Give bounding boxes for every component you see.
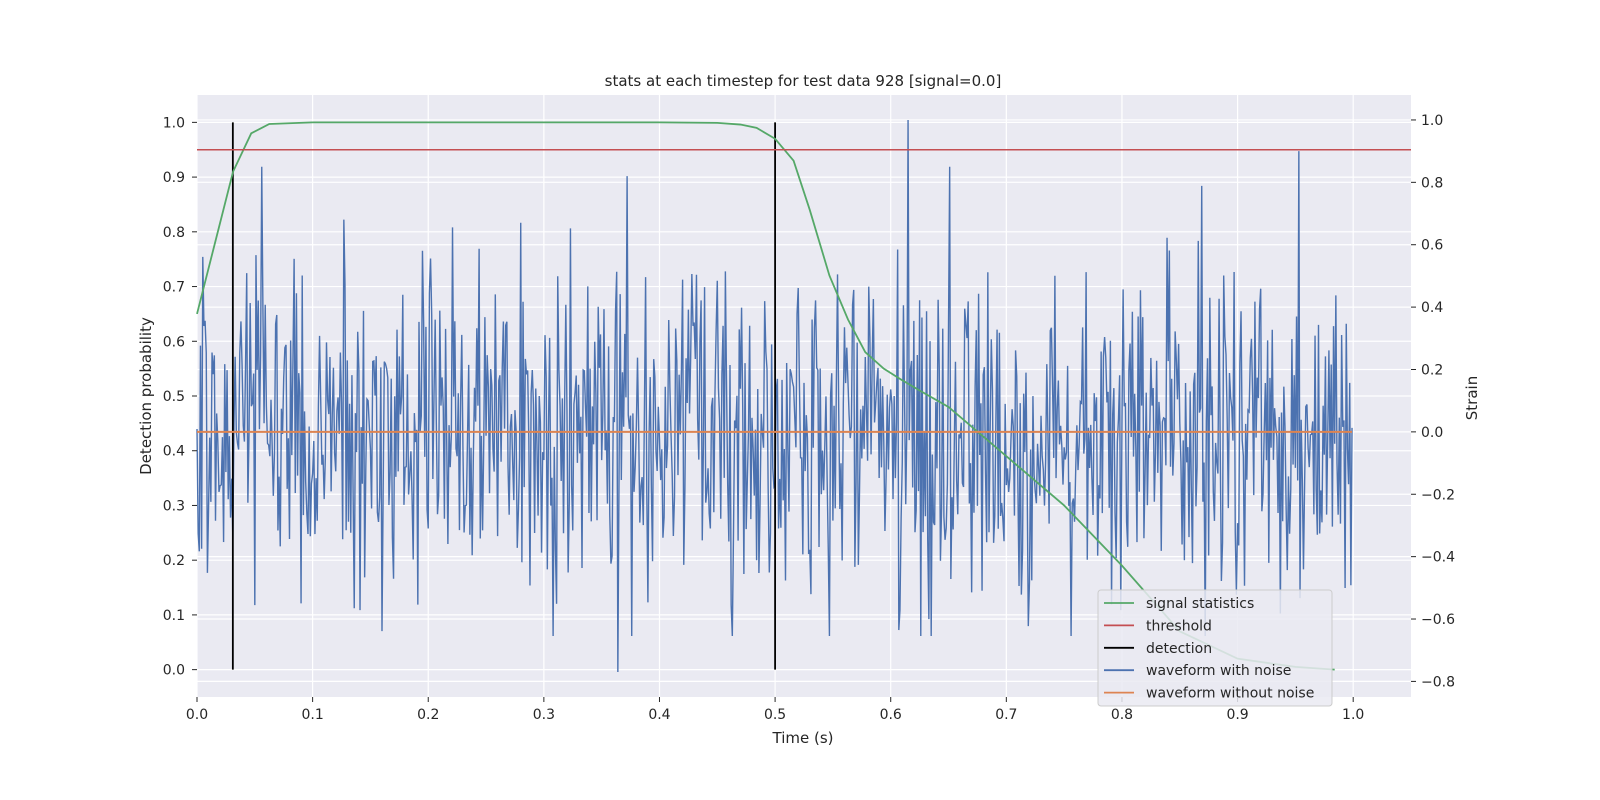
y-tick-label: 0.6 <box>163 334 185 350</box>
x-tick-label: 0.5 <box>764 707 786 723</box>
legend-label: waveform with noise <box>1146 663 1291 679</box>
legend-label: signal statistics <box>1146 596 1254 612</box>
x-tick-label: 0.7 <box>995 707 1017 723</box>
x-tick-label: 0.6 <box>880 707 902 723</box>
y2-tick-label: −0.4 <box>1421 550 1455 566</box>
x-axis-label: Time (s) <box>772 729 834 747</box>
y2-tick-label: 0.0 <box>1421 425 1443 441</box>
x-tick-label: 0.3 <box>533 707 555 723</box>
legend-label: threshold <box>1146 618 1212 634</box>
y-tick-label: 1.0 <box>163 115 185 131</box>
legend: signal statistics threshold detection wavef… <box>1097 589 1333 707</box>
y2-tick-label: −0.2 <box>1421 487 1455 503</box>
legend-box <box>1097 589 1333 707</box>
x-tick-label: 0.2 <box>417 707 439 723</box>
y2-tick-label: 1.0 <box>1421 113 1443 129</box>
x-tick-label: 0.1 <box>301 707 323 723</box>
x-axis-ticks: 0.0 0.1 0.2 0.3 0.4 0.5 0.6 0.7 0.8 0.9 1.0 <box>186 697 1364 723</box>
y-axis-label: Detection probability <box>137 317 155 475</box>
y2-axis-ticks: −0.8 −0.6 −0.4 −0.2 0.0 0.2 0.4 0.6 0.8 1.0 <box>1411 113 1455 690</box>
y2-tick-label: 0.4 <box>1421 300 1443 316</box>
y-tick-label: 0.9 <box>163 170 185 186</box>
chart-title: stats at each timestep for test data 928… <box>605 72 1002 90</box>
x-tick-label: 0.0 <box>186 707 208 723</box>
x-tick-label: 0.9 <box>1226 707 1248 723</box>
series-marks <box>196 119 1411 673</box>
x-tick-label: 1.0 <box>1342 707 1364 723</box>
y-tick-label: 0.0 <box>163 663 185 679</box>
y-tick-label: 0.8 <box>163 225 185 241</box>
y-tick-label: 0.4 <box>163 444 185 460</box>
y-tick-label: 0.2 <box>163 553 185 569</box>
y-tick-label: 0.1 <box>163 608 185 624</box>
y2-axis-label: Strain <box>1463 376 1481 420</box>
legend-label: waveform without noise <box>1146 686 1314 702</box>
legend-label: detection <box>1146 641 1212 657</box>
x-tick-label: 0.4 <box>648 707 670 723</box>
signal-statistics-line <box>196 121 1335 671</box>
y2-tick-label: −0.6 <box>1421 612 1455 628</box>
y-tick-label: 0.3 <box>163 498 185 514</box>
y-tick-label: 0.5 <box>163 389 185 405</box>
x-tick-label: 0.8 <box>1111 707 1133 723</box>
y2-tick-label: 0.2 <box>1421 362 1443 378</box>
y2-tick-label: 0.6 <box>1421 238 1443 254</box>
y-tick-label: 0.7 <box>163 280 185 296</box>
y2-tick-label: 0.8 <box>1421 175 1443 191</box>
y2-tick-label: −0.8 <box>1421 674 1455 690</box>
y-axis-ticks: 0.0 0.1 0.2 0.3 0.4 0.5 0.6 0.7 0.8 0.9 1.0 <box>163 115 197 679</box>
